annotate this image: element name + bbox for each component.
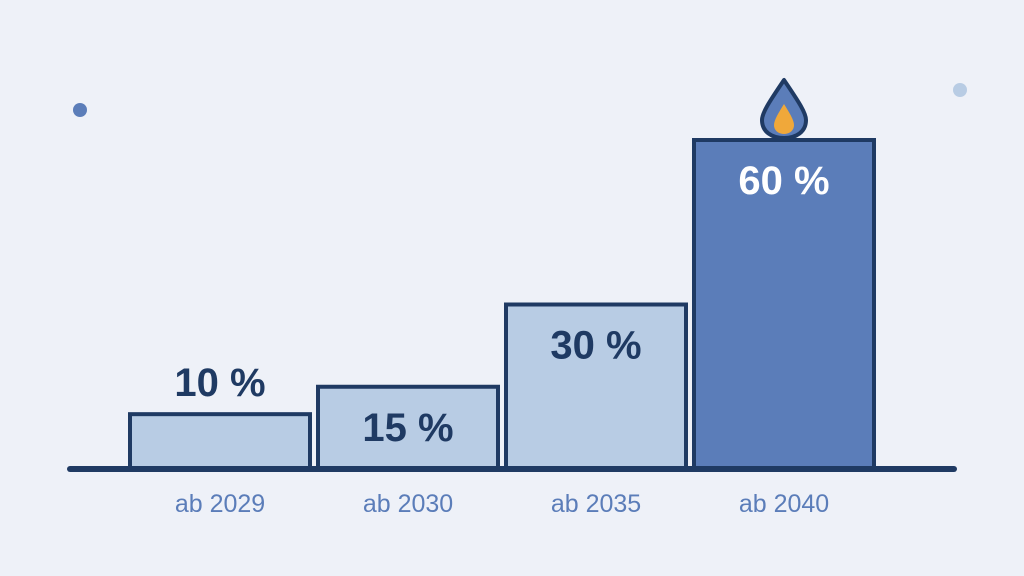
category-label-0: ab 2029 [175,490,265,518]
decorative-dot-right [953,83,967,97]
category-label-1: ab 2030 [363,490,453,518]
bar-0 [128,412,312,471]
value-label-1: 15 % [362,406,453,450]
category-label-group: ab 2029 ab 2030 ab 2035 ab 2040 [175,490,829,518]
flame-drop-icon [760,78,808,140]
value-label-group: 10 % 15 % 30 % 60 % [174,159,829,450]
value-label-2: 30 % [550,324,641,368]
value-label-3: 60 % [738,159,829,203]
bar-group [128,138,876,471]
category-label-2: ab 2035 [551,490,641,518]
category-label-3: ab 2040 [739,490,829,518]
flame-drop-inner [774,104,794,134]
value-label-0: 10 % [174,361,265,405]
decorative-dot-left [73,103,87,117]
bar-3 [692,138,876,471]
